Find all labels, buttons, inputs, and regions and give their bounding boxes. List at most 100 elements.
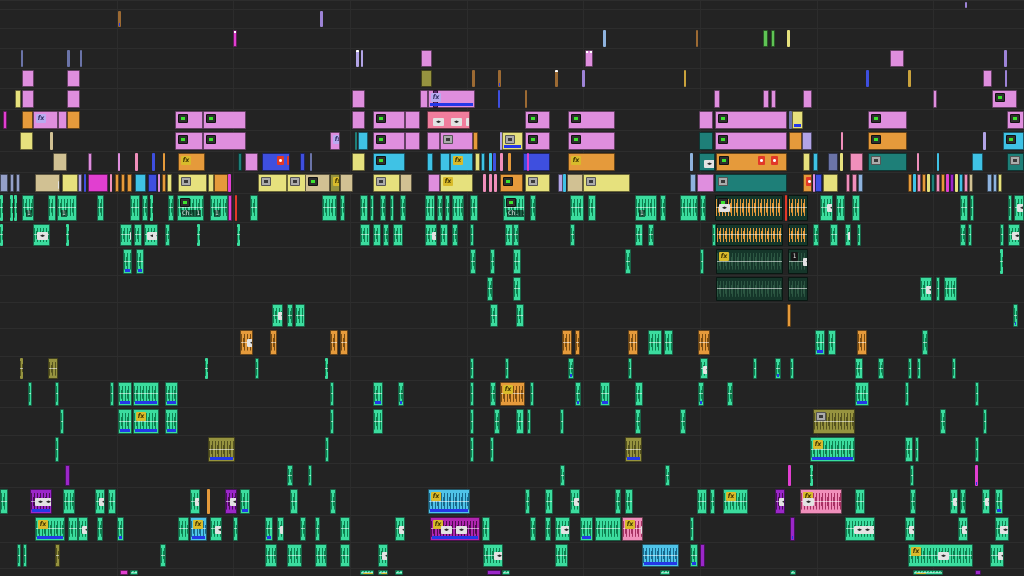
audio-clip-red[interactable] (235, 195, 237, 221)
audio-clip-green[interactable] (790, 358, 794, 379)
audio-clip-green[interactable]: ◂▸ (190, 489, 200, 514)
audio-clip-green[interactable] (0, 195, 3, 221)
audio-clip-green[interactable] (960, 224, 966, 246)
audio-clip-orange[interactable] (698, 330, 710, 355)
audio-clip-green[interactable] (470, 224, 474, 246)
video-clip-yellow[interactable] (62, 174, 78, 192)
video-clip-blue[interactable] (815, 174, 822, 192)
audio-clip-green[interactable] (516, 409, 524, 434)
audio-clip-green[interactable] (240, 489, 250, 514)
audio-clip-green[interactable]: ◂▸ (277, 517, 284, 541)
audio-clip-green[interactable] (970, 195, 974, 221)
audio-clip-green[interactable] (1000, 249, 1003, 274)
video-clip-blue[interactable] (262, 153, 290, 171)
video-clip-teal[interactable] (931, 174, 935, 192)
audio-clip-green[interactable] (910, 489, 916, 514)
audio-clip-green[interactable] (852, 195, 860, 221)
video-clip-yellow[interactable] (955, 174, 958, 192)
video-clip-skyblue[interactable] (690, 153, 693, 171)
audio-clip-green[interactable] (165, 409, 178, 434)
audio-clip-green[interactable] (660, 570, 670, 575)
video-clip-pink[interactable] (585, 50, 593, 67)
transition-icon[interactable]: ◂▸ (909, 525, 914, 534)
audio-clip-skyblue2[interactable] (642, 544, 679, 567)
audio-clip-green[interactable] (490, 382, 496, 406)
video-clip-pink[interactable] (58, 111, 67, 129)
video-clip-teal[interactable]: ◂▸ (699, 153, 715, 171)
audio-clip-green[interactable] (360, 224, 370, 246)
video-clip-blue[interactable] (866, 70, 869, 87)
video-clip-brown[interactable] (472, 70, 475, 87)
video-clip-cyan[interactable] (135, 174, 146, 192)
audio-clip-green[interactable] (513, 277, 521, 301)
video-clip-orange[interactable] (473, 132, 478, 150)
video-clip-yellow[interactable] (787, 30, 790, 47)
audio-clip-green[interactable] (136, 249, 144, 274)
transition-icon[interactable]: ◂▸ (494, 552, 502, 561)
audio-clip-dkgreen[interactable] (788, 224, 808, 246)
video-clip-pink[interactable] (525, 111, 550, 129)
audio-clip-purple[interactable]: ◂▸ (775, 489, 785, 514)
audio-clip-green[interactable] (680, 195, 698, 221)
audio-clip-green[interactable] (560, 465, 565, 486)
audio-clip-purple[interactable] (975, 570, 981, 575)
video-clip-navy[interactable] (21, 50, 23, 67)
audio-clip-green[interactable] (697, 489, 707, 514)
audio-clip-green[interactable] (287, 465, 293, 486)
audio-clip-green[interactable] (265, 544, 277, 567)
video-clip-pink[interactable] (715, 132, 787, 150)
video-clip-cyan[interactable] (959, 174, 963, 192)
audio-clip-green[interactable]: fx (133, 409, 159, 434)
video-clip-pink[interactable] (427, 132, 440, 150)
transition-icon[interactable]: ◂▸ (43, 498, 51, 507)
video-clip-violet[interactable] (965, 2, 967, 8)
audio-clip-green[interactable] (160, 544, 166, 567)
video-clip-pink[interactable] (373, 132, 405, 150)
video-clip-rose[interactable] (852, 174, 857, 192)
audio-clip-green[interactable] (470, 249, 476, 274)
audio-clip-green[interactable] (505, 358, 509, 379)
video-clip-slate[interactable] (10, 174, 14, 192)
video-clip-brown[interactable] (525, 90, 527, 108)
video-clip-navy[interactable] (828, 153, 838, 171)
audio-clip-green[interactable] (63, 489, 75, 514)
audio-clip-green[interactable] (237, 224, 240, 246)
video-clip-navy[interactable] (310, 153, 312, 171)
audio-clip-green[interactable] (265, 517, 273, 541)
audio-clip-green[interactable] (48, 195, 56, 221)
audio-clip-green[interactable] (570, 195, 584, 221)
video-clip-rose[interactable] (483, 174, 486, 192)
audio-clip-green[interactable] (516, 304, 524, 327)
video-clip-lavender[interactable] (500, 132, 502, 150)
video-clip-orange[interactable] (908, 174, 912, 192)
audio-clip-green[interactable] (373, 382, 383, 406)
audio-clip-green[interactable]: fx (810, 437, 855, 462)
audio-clip-green[interactable] (315, 544, 327, 567)
audio-clip-green[interactable] (373, 409, 383, 434)
video-clip-hotrose[interactable]: ◂▸ ◂▸ ◂▸ (427, 111, 470, 129)
audio-clip-green[interactable] (287, 544, 302, 567)
audio-clip-green[interactable] (936, 277, 940, 301)
audio-clip-green[interactable] (0, 224, 3, 246)
audio-clip-green[interactable] (635, 409, 641, 434)
video-clip-yellow[interactable] (287, 174, 310, 192)
video-clip-cyan[interactable] (358, 132, 368, 150)
video-clip-pink[interactable] (715, 111, 787, 129)
audio-clip-green[interactable] (505, 224, 513, 246)
video-clip-skyblue[interactable] (603, 30, 606, 47)
video-clip-pink[interactable] (992, 90, 1017, 108)
video-clip-teal[interactable] (238, 153, 242, 171)
audio-clip-green[interactable] (575, 382, 581, 406)
audio-clip-green[interactable] (55, 382, 59, 406)
video-clip-cyan[interactable]: fx (450, 153, 473, 171)
video-clip-pink[interactable] (118, 153, 120, 171)
video-clip-pink[interactable] (67, 90, 80, 108)
audio-clip-magenta2[interactable]: fx ◂▸ ◂▸ (430, 517, 480, 541)
audio-clip-green[interactable] (490, 304, 498, 327)
video-clip-lavender[interactable] (802, 132, 812, 150)
transition-icon[interactable]: ◂▸ (561, 525, 569, 534)
audio-clip-green[interactable] (133, 382, 159, 406)
audio-clip-green[interactable] (400, 195, 406, 221)
audio-clip-green[interactable] (390, 195, 394, 221)
audio-clip-green[interactable] (905, 382, 909, 406)
